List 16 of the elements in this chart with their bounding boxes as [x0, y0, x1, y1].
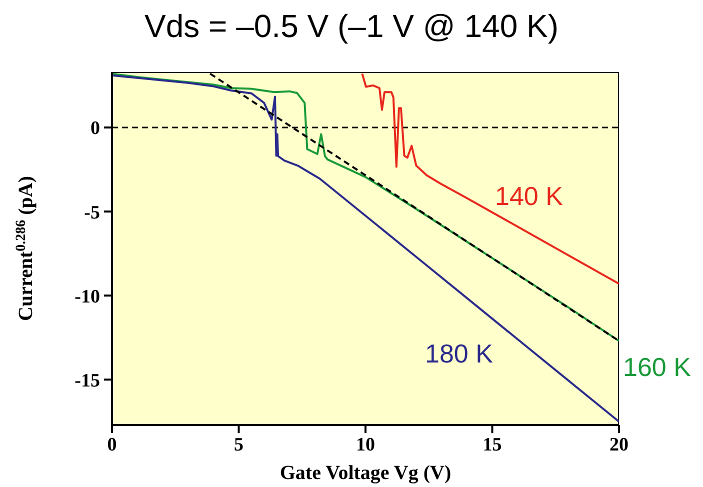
x-tick-label: 0	[107, 434, 117, 456]
y-tick-label: -5	[84, 202, 100, 224]
x-tick-label: 15	[482, 434, 502, 456]
x-tick-label: 10	[356, 434, 375, 456]
x-tick-label: 5	[234, 434, 244, 456]
x-axis-title: Gate Voltage Vg (V)	[280, 462, 452, 484]
x-tick-label: 20	[610, 434, 628, 456]
chart-title: Vds = –0.5 V (–1 V @ 140 K)	[143, 7, 560, 46]
series-label: 160 K	[623, 352, 692, 382]
y-tick-label: -15	[74, 370, 100, 392]
series-label: 180 K	[425, 338, 494, 369]
line-series	[112, 72, 619, 342]
line-series	[361, 72, 619, 285]
y-tick-label: 0	[90, 118, 100, 140]
y-tick-label: -10	[74, 286, 100, 308]
series-label: 140 K	[495, 180, 564, 211]
